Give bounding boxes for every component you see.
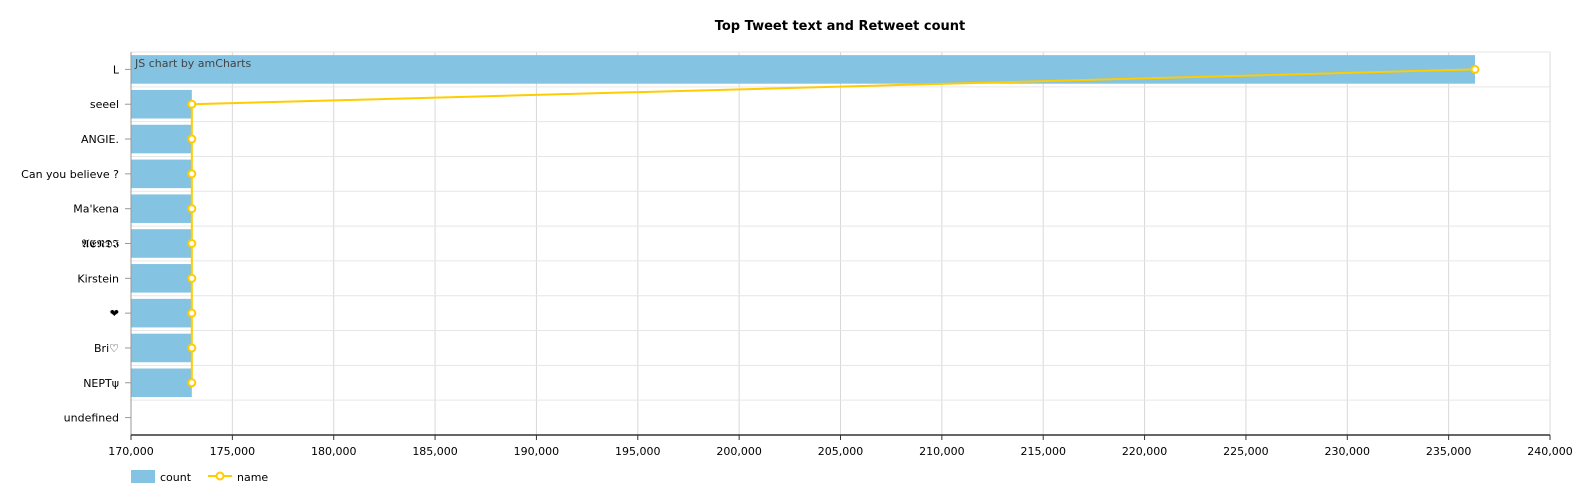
line-point-0 xyxy=(1470,64,1480,74)
x-tick-label-14: 240,000 xyxy=(1527,445,1573,458)
bar-9 xyxy=(131,368,192,398)
bar-0 xyxy=(131,55,1475,84)
chart-credit[interactable]: JS chart by amCharts xyxy=(134,57,251,70)
x-tick-label-11: 225,000 xyxy=(1223,445,1269,458)
x-axis: 170,000 175,000 180,000 185,000 190,000 195,0… xyxy=(108,434,1573,458)
category-label-2: ANGIE. xyxy=(81,133,119,146)
x-tick-label-1: 175,000 xyxy=(210,445,256,458)
category-label-3: Can you believe ? xyxy=(21,168,119,181)
x-tick-label-5: 195,000 xyxy=(615,445,661,458)
category-label-4: Ma'kena xyxy=(73,203,119,216)
line-point-5 xyxy=(187,239,197,248)
category-label-0: L xyxy=(113,63,120,76)
line-series xyxy=(187,64,1480,388)
bar-4 xyxy=(131,194,192,223)
x-tick-label-0: 170,000 xyxy=(108,445,154,458)
x-tick-label-7: 205,000 xyxy=(818,445,864,458)
line-point-4 xyxy=(187,204,197,214)
line-point-6 xyxy=(187,273,197,283)
x-tick-label-3: 185,000 xyxy=(412,445,458,458)
category-label-5: 𝕬𝕰𝕹𝕯𝕴 xyxy=(81,238,119,251)
bar-3 xyxy=(131,159,192,189)
line-point-1 xyxy=(187,99,197,109)
line-point-8 xyxy=(187,343,197,353)
category-label-6: Kirstein xyxy=(77,272,119,285)
category-label-9: NEPTψ xyxy=(83,377,119,390)
x-tick-label-10: 220,000 xyxy=(1122,445,1168,458)
line-point-2 xyxy=(187,134,197,144)
line-point-3 xyxy=(187,169,197,179)
bar-2 xyxy=(131,124,192,154)
category-label-10: undefined xyxy=(64,412,119,425)
bars xyxy=(131,55,1475,398)
line-name-path xyxy=(190,68,1476,383)
bar-6 xyxy=(131,264,192,293)
category-label-7: ❤ xyxy=(110,307,119,320)
legend-name-label[interactable]: name xyxy=(237,471,268,484)
legend-count-swatch xyxy=(131,470,155,483)
x-tick-label-8: 210,000 xyxy=(919,445,965,458)
bar-8 xyxy=(131,333,192,363)
grid xyxy=(130,51,1551,436)
line-point-9 xyxy=(187,378,197,388)
legend-name-marker xyxy=(215,471,225,481)
bar-1 xyxy=(131,89,192,119)
x-tick-label-9: 215,000 xyxy=(1020,445,1066,458)
x-tick-label-4: 190,000 xyxy=(514,445,560,458)
category-label-8: Bri♡ xyxy=(94,342,119,355)
legend-count-label[interactable]: count xyxy=(160,471,192,484)
bar-7 xyxy=(131,298,192,328)
legend: count name xyxy=(131,470,268,484)
line-point-7 xyxy=(187,308,197,318)
chart-title: Top Tweet text and Retweet count xyxy=(715,19,966,34)
bar-5 xyxy=(131,229,192,258)
category-label-1: seeel xyxy=(90,98,119,111)
x-tick-label-2: 180,000 xyxy=(311,445,357,458)
x-tick-label-12: 230,000 xyxy=(1325,445,1371,458)
x-tick-label-6: 200,000 xyxy=(716,445,762,458)
x-tick-label-13: 235,000 xyxy=(1426,445,1472,458)
